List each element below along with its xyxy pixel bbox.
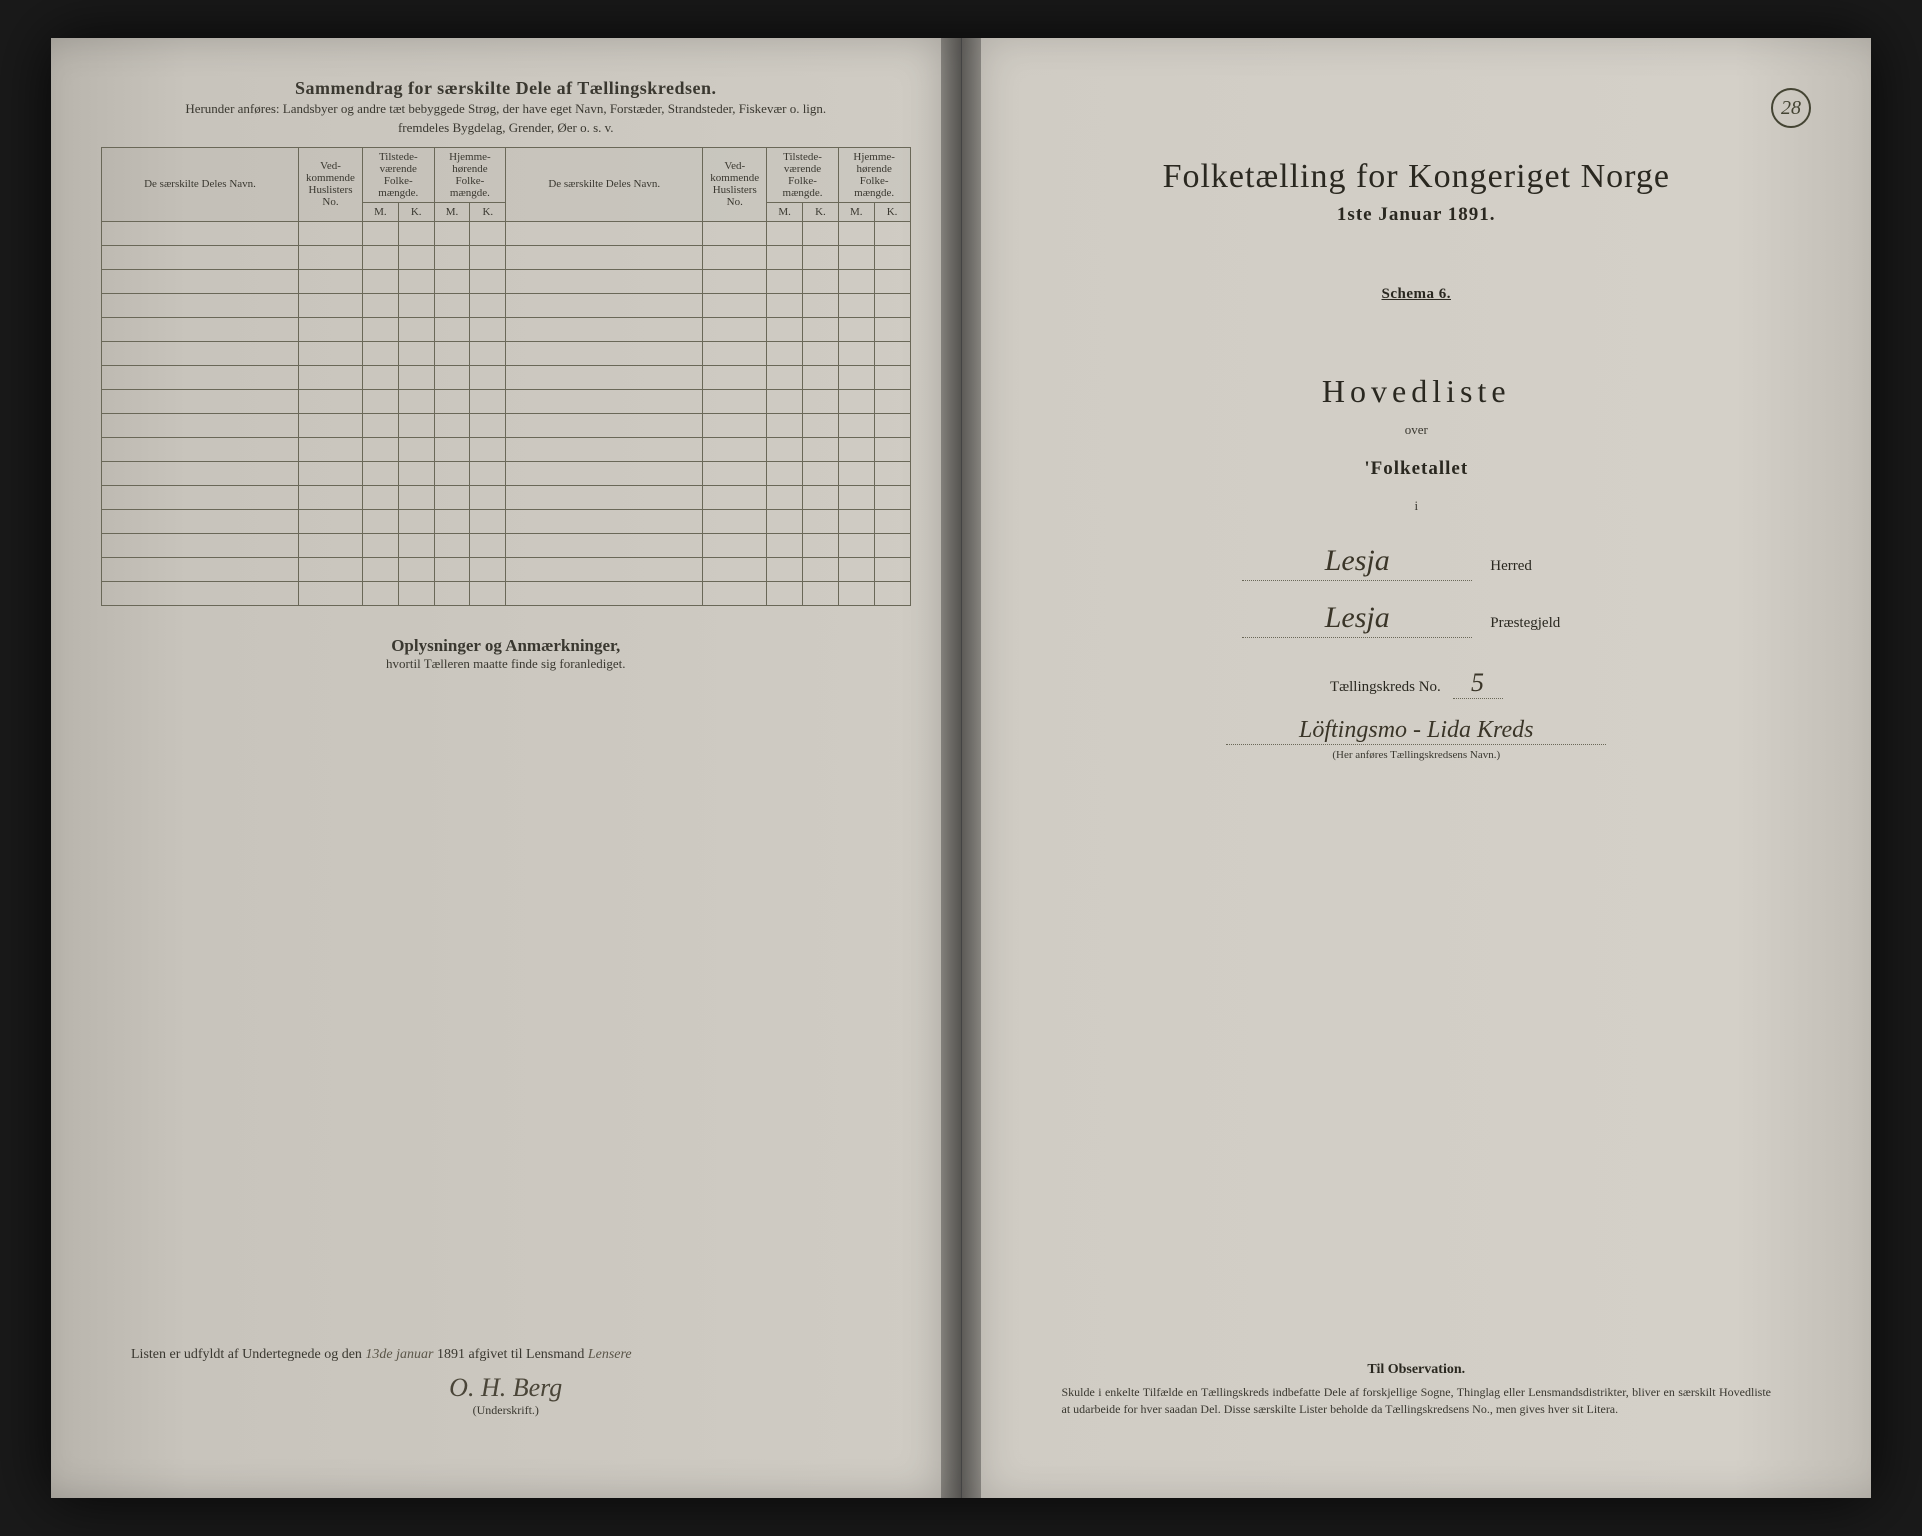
page-number: 28	[1771, 88, 1811, 128]
right-content: Folketælling for Kongeriget Norge 1ste J…	[1012, 78, 1822, 761]
table-row	[102, 557, 911, 581]
table-row	[102, 365, 911, 389]
kreds-name: Löftingsmo - Lida Kreds	[1226, 717, 1606, 745]
summary-subtitle-2: fremdeles Bygdelag, Grender, Øer o. s. v…	[101, 120, 911, 137]
col-k: K.	[470, 202, 506, 221]
col-hjemme-2: Hjemme-hørende Folke-mængde.	[838, 147, 910, 202]
summary-title: Sammendrag for særskilte Dele af Tælling…	[101, 78, 911, 99]
col-deles-navn: De særskilte Deles Navn.	[102, 147, 299, 221]
schema-label: Schema 6.	[1012, 286, 1822, 303]
kreds-label: Tællingskreds No.	[1330, 679, 1441, 695]
col-huslisters-2: Ved-kommende Huslisters No.	[703, 147, 767, 221]
table-row	[102, 485, 911, 509]
folketallet-label: 'Folketallet	[1012, 458, 1822, 480]
praeste-row: Lesja Præstegjeld	[1242, 601, 1590, 638]
underskrift-label: (Underskrift.)	[131, 1403, 881, 1418]
col-tilstede: Tilstede-værende Folke-mængde.	[362, 147, 434, 202]
col-m: M.	[434, 202, 470, 221]
col-m: M.	[767, 202, 803, 221]
open-book: Sammendrag for særskilte Dele af Tælling…	[51, 38, 1871, 1498]
table-row	[102, 293, 911, 317]
col-tilstede-2: Tilstede-værende Folke-mængde.	[767, 147, 839, 202]
fill-rows: Lesja Herred Lesja Præstegjeld	[1242, 544, 1590, 658]
summary-table: De særskilte Deles Navn. Ved-kommende Hu…	[101, 147, 911, 606]
sig-month: januar	[396, 1347, 433, 1362]
table-row	[102, 269, 911, 293]
right-page: 28 Folketælling for Kongeriget Norge 1st…	[962, 38, 1872, 1498]
signature-name: O. H. Berg	[131, 1373, 881, 1403]
col-k: K.	[803, 202, 839, 221]
table-row	[102, 581, 911, 605]
table-row	[102, 317, 911, 341]
col-m: M.	[838, 202, 874, 221]
col-k: K.	[398, 202, 434, 221]
table-row	[102, 533, 911, 557]
table-row	[102, 221, 911, 245]
praeste-label: Præstegjeld	[1490, 615, 1590, 632]
i-label: i	[1012, 498, 1822, 514]
sig-day: 13de	[365, 1347, 392, 1362]
sig-prefix: Listen er udfyldt af Undertegnede og den	[131, 1347, 362, 1362]
table-row	[102, 245, 911, 269]
table-row	[102, 389, 911, 413]
main-title: Folketælling for Kongeriget Norge	[1012, 158, 1822, 196]
col-deles-navn-2: De særskilte Deles Navn.	[506, 147, 703, 221]
praeste-value: Lesja	[1242, 601, 1472, 638]
table-row	[102, 437, 911, 461]
table-header-row: De særskilte Deles Navn. Ved-kommende Hu…	[102, 147, 911, 202]
left-header: Sammendrag for særskilte Dele af Tælling…	[101, 78, 911, 137]
col-huslisters: Ved-kommende Huslisters No.	[299, 147, 363, 221]
obs-text: Skulde i enkelte Tilfælde en Tællingskre…	[1062, 1384, 1772, 1418]
table-row	[102, 341, 911, 365]
herred-label: Herred	[1490, 558, 1590, 575]
kreds-caption: (Her anføres Tællingskredsens Navn.)	[1012, 749, 1822, 761]
herred-row: Lesja Herred	[1242, 544, 1590, 581]
col-k: K.	[874, 202, 910, 221]
table-body	[102, 221, 911, 605]
observation-block: Til Observation. Skulde i enkelte Tilfæl…	[1062, 1362, 1772, 1418]
date-line: 1ste Januar 1891.	[1012, 204, 1822, 226]
sig-year: 1891 afgivet til Lensmand	[437, 1347, 584, 1362]
col-m: M.	[362, 202, 398, 221]
over-label: over	[1012, 422, 1822, 438]
sig-lensmand: Lensere	[588, 1347, 632, 1362]
left-page: Sammendrag for særskilte Dele af Tælling…	[51, 38, 962, 1498]
oplys-header: Oplysninger og Anmærkninger, hvortil Tæl…	[101, 636, 911, 672]
kreds-no-row: Tællingskreds No. 5	[1012, 668, 1822, 699]
col-hjemme: Hjemme-hørende Folke-mængde.	[434, 147, 506, 202]
table-row	[102, 413, 911, 437]
kreds-no: 5	[1453, 668, 1503, 699]
obs-title: Til Observation.	[1062, 1362, 1772, 1378]
oplys-sub: hvortil Tælleren maatte finde sig foranl…	[101, 656, 911, 672]
herred-value: Lesja	[1242, 544, 1472, 581]
summary-subtitle-1: Herunder anføres: Landsbyer og andre tæt…	[101, 101, 911, 118]
oplys-title: Oplysninger og Anmærkninger,	[101, 636, 911, 656]
table-row	[102, 509, 911, 533]
table-row	[102, 461, 911, 485]
signature-block: Listen er udfyldt af Undertegnede og den…	[131, 1347, 881, 1418]
hovedliste-title: Hovedliste	[1012, 373, 1822, 410]
